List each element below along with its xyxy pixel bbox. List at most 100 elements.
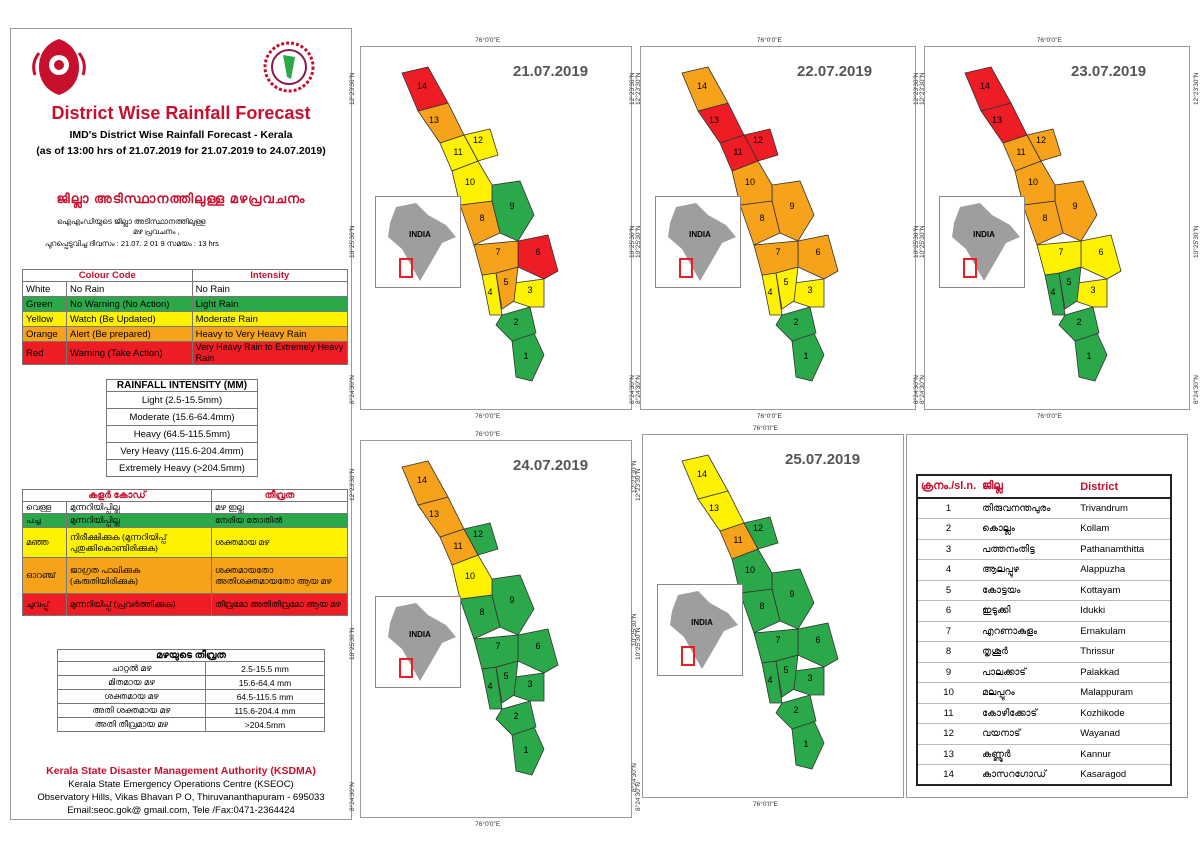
india-inset-map: INDIA (655, 196, 741, 289)
table-row: 3 പത്തനംതിട്ട Pathanamthitta (917, 539, 1171, 560)
district-12 (463, 128, 499, 162)
colour-name: ചുവപ്പ് (22, 593, 67, 616)
table-row: 9 പാലക്കാട് Palakkad (917, 662, 1171, 683)
district-number: 10 (745, 177, 755, 187)
district-ml: എറണാകുളം (979, 621, 1078, 642)
longitude-label: 76°0'0"E (1036, 37, 1062, 44)
district-number: 6 (816, 635, 821, 645)
district-12 (1026, 128, 1062, 162)
ksdma-logo (263, 41, 315, 93)
table-row: 2 കൊല്ലം Kollam (917, 518, 1171, 540)
latitude-label: 10°25'30"N (349, 225, 356, 259)
colour-name: Green (22, 296, 67, 312)
district-number: 1 (1086, 351, 1091, 361)
footer-email-phone: Email:seoc.gok@ gmail.com, Tele /Fax:047… (67, 805, 295, 816)
district-number: 3 (527, 679, 532, 689)
district-no: 8 (917, 641, 980, 663)
colour-code-table: Colour Code Intensity White No Rain No R… (22, 269, 349, 365)
colour-intensity: ശക്തമായ മഴ (211, 527, 348, 558)
colour-row-yellow: Yellow Watch (Be Updated) Moderate Rain (22, 311, 349, 327)
latitude-label: 8°24'30"N (349, 374, 356, 404)
district-number: 8 (479, 607, 484, 617)
district-number: 8 (760, 601, 765, 611)
colour-intensity: തീവ്രമോ അതിതീവ്രമോ ആയ മഴ (211, 593, 348, 616)
colour-intensity: No Rain (191, 281, 349, 297)
district-6 (1080, 234, 1122, 280)
latitude-label: 10°25'30"N (629, 225, 636, 259)
table-row: 14 കാസറഗോഡ് Kasaragod (917, 764, 1171, 786)
intensity-moderate: Moderate (15.6-64.4mm) (106, 408, 258, 426)
longitude-label: 76°0'0"E (756, 413, 782, 420)
ml-intensity-label: ശക്തമായ മഴ (57, 689, 206, 704)
district-2 (495, 306, 537, 342)
district-12 (463, 522, 499, 556)
district-number: 13 (429, 509, 439, 519)
colour-intensity: മഴ ഇല്ല (211, 501, 348, 514)
district-en: Idukki (1077, 600, 1171, 622)
colour-name: വെള്ള (22, 501, 67, 514)
forecast-map-25.07.2019: 25.07.2019 1 2 3 4 5 6 7 8 9 10 11 12 13 14 INDIA 76°0… (631, 425, 914, 808)
footer-centre: Kerala State Emergency Operations Centre… (68, 779, 294, 790)
rainfall-intensity-table: RAINFALL INTENSITY (MM) Light (2.5-15.5m… (106, 379, 258, 477)
district-14 (964, 66, 1012, 112)
rainfall-intensity-header: RAINFALL INTENSITY (MM) (106, 379, 258, 392)
district-no: 5 (917, 580, 980, 601)
district-ml: മലപ്പുറം (979, 682, 1078, 704)
ml-intensity-header: തീവ്രത (211, 489, 348, 502)
district-12 (743, 128, 779, 162)
ml-intensity-label: ചാറ്റൽ മഴ (57, 661, 206, 676)
district-number: 4 (768, 675, 773, 685)
forecast-map-21.07.2019: 21.07.2019 1 2 3 4 5 6 7 8 9 10 11 12 13 14 INDIA 76°0… (349, 37, 642, 420)
district-number: 8 (760, 213, 765, 223)
district-no: 2 (917, 518, 980, 540)
colour-name: മഞ്ഞ (22, 527, 67, 558)
district-number: 13 (429, 115, 439, 125)
district-number: 14 (697, 469, 707, 479)
district-14 (681, 454, 730, 500)
india-inset-map: INDIA (657, 584, 743, 677)
district-number: 3 (1090, 285, 1095, 295)
district-number: 7 (776, 635, 781, 645)
malayalam-colour-code-table: കളർ കോഡ് തീവ്രത വെള്ള മുന്നറിയിപ്പില്ല മ… (21, 489, 348, 616)
colour-intensity: Moderate Rain (191, 311, 349, 327)
malayalam-line-3: പുറപ്പെടുവിച്ച ദിവസം : 21.07. 2 01 9 സമയ… (45, 239, 219, 248)
district-number: 14 (417, 475, 427, 485)
colour-action: മുന്നറിയിപ്പില്ല (65, 501, 213, 514)
india-inset-shape: INDIA (388, 602, 456, 681)
district-2 (495, 700, 537, 736)
table-row: 1 തിരുവനന്തപുരം Trivandrum (917, 498, 1171, 519)
latitude-label: 10°25'30"N (1193, 225, 1200, 259)
inset-label: INDIA (689, 230, 711, 239)
district-14 (401, 66, 449, 112)
district-number: 11 (453, 147, 462, 157)
map-date-title: 22.07.2019 (797, 63, 873, 80)
map-date-title: 21.07.2019 (513, 63, 589, 80)
district-number: 14 (697, 81, 707, 91)
colour-name: White (22, 281, 67, 297)
district-number: 2 (794, 317, 799, 327)
district-7 (473, 634, 519, 670)
district-number: 11 (1016, 147, 1025, 157)
district-en: Kottayam (1077, 580, 1171, 601)
district-en: Ernakulam (1077, 621, 1171, 642)
latitude-label: 10°25'30"N (631, 613, 638, 647)
latitude-label: 8°24'30"N (631, 762, 638, 792)
colour-name: പച്ച (22, 513, 67, 528)
latitude-label: 10°25'30"N (913, 225, 920, 259)
district-number: 2 (513, 317, 518, 327)
district-number: 3 (808, 673, 813, 683)
district-ml: കാസറഗോഡ് (979, 764, 1078, 786)
district-ml: കോഴിക്കോട് (979, 703, 1078, 724)
latitude-label: 8°24'30"N (349, 782, 356, 812)
district-en: Thrissur (1077, 641, 1171, 663)
district-ml: കോട്ടയം (979, 580, 1078, 601)
colour-name: Yellow (22, 311, 67, 327)
colour-name: Red (22, 341, 67, 365)
ml-colour-row-white: വെള്ള മുന്നറിയിപ്പില്ല മഴ ഇല്ല (22, 501, 348, 514)
district-6 (517, 234, 559, 280)
india-inset-shape: INDIA (670, 591, 738, 670)
district-number: 2 (794, 705, 799, 715)
table-row: 8 തൃശൂർ Thrissur (917, 641, 1171, 663)
district-2 (775, 694, 817, 730)
district-number: 11 (733, 147, 742, 157)
